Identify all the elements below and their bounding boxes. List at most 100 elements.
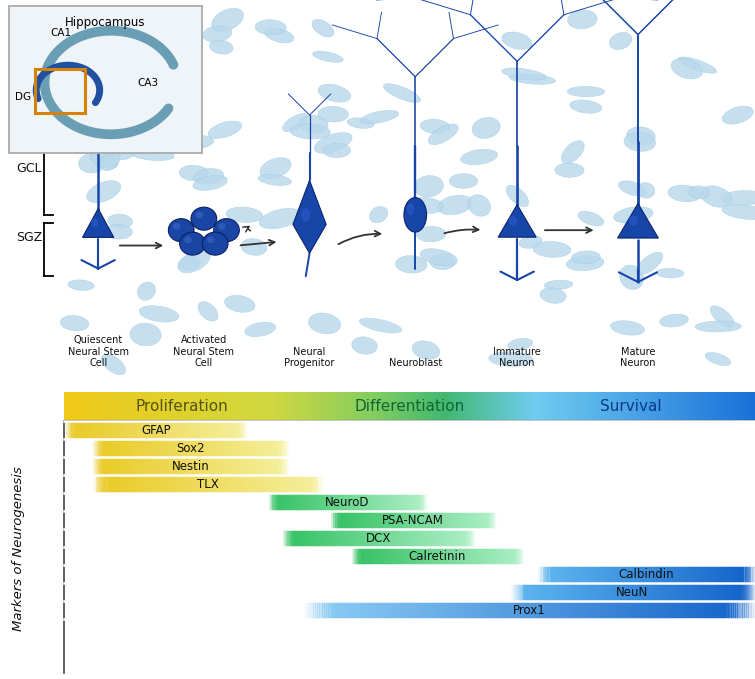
Bar (569, 602, 571, 619)
Bar (667, 392, 670, 420)
Bar (92, 476, 94, 493)
Bar (500, 548, 501, 565)
Bar (207, 440, 208, 456)
Bar (248, 458, 249, 475)
Bar (211, 440, 213, 456)
Bar (109, 392, 112, 420)
Bar (472, 530, 473, 547)
Bar (125, 458, 126, 475)
Bar (358, 494, 359, 511)
Ellipse shape (472, 117, 500, 139)
Bar (129, 458, 131, 475)
Bar (405, 512, 407, 529)
Bar (473, 548, 475, 565)
Bar (262, 440, 263, 456)
Bar (395, 494, 396, 511)
Bar (674, 566, 676, 583)
Bar (397, 530, 399, 547)
Bar (488, 512, 489, 529)
Bar (399, 530, 401, 547)
Bar (112, 476, 114, 493)
Bar (460, 548, 461, 565)
Bar (473, 512, 475, 529)
Bar (388, 494, 390, 511)
Bar (363, 392, 365, 420)
Bar (574, 566, 575, 583)
Bar (409, 512, 411, 529)
Bar (159, 458, 160, 475)
Bar (99, 440, 100, 456)
Bar (654, 566, 655, 583)
Ellipse shape (180, 232, 205, 255)
Bar (245, 458, 247, 475)
Bar (486, 512, 488, 529)
Bar (612, 602, 615, 619)
Bar (149, 440, 151, 456)
Bar (239, 476, 241, 493)
Bar (552, 566, 554, 583)
Bar (100, 422, 101, 439)
Bar (69, 422, 70, 439)
Bar (427, 512, 428, 529)
Bar (556, 566, 558, 583)
Bar (211, 440, 212, 456)
Bar (195, 440, 196, 456)
Bar (458, 512, 459, 529)
Bar (658, 584, 660, 601)
Bar (694, 566, 695, 583)
Bar (111, 422, 112, 439)
Ellipse shape (105, 225, 132, 239)
Bar (456, 548, 458, 565)
Bar (209, 422, 211, 439)
Bar (720, 602, 723, 619)
Bar (350, 602, 352, 619)
Bar (396, 530, 397, 547)
Bar (338, 494, 340, 511)
Bar (513, 548, 515, 565)
Bar (356, 530, 357, 547)
Bar (735, 584, 736, 601)
Bar (416, 548, 418, 565)
Bar (304, 494, 305, 511)
Bar (185, 458, 186, 475)
Bar (192, 422, 193, 439)
Bar (657, 392, 659, 420)
Bar (361, 392, 364, 420)
Bar (381, 530, 382, 547)
Bar (429, 512, 430, 529)
Bar (339, 530, 341, 547)
Bar (263, 440, 264, 456)
Bar (239, 422, 241, 439)
Bar (703, 392, 706, 420)
Bar (275, 440, 276, 456)
Bar (353, 548, 355, 565)
Bar (474, 530, 476, 547)
Bar (380, 530, 381, 547)
Bar (673, 602, 676, 619)
Bar (709, 566, 710, 583)
Bar (107, 458, 109, 475)
Ellipse shape (313, 51, 344, 62)
Ellipse shape (660, 314, 689, 327)
Bar (190, 392, 193, 420)
Ellipse shape (416, 227, 445, 242)
Bar (208, 440, 210, 456)
Bar (617, 566, 618, 583)
Bar (213, 458, 214, 475)
Bar (476, 512, 477, 529)
Bar (324, 602, 327, 619)
Bar (321, 494, 322, 511)
Ellipse shape (245, 323, 276, 337)
Bar (440, 602, 442, 619)
Bar (156, 458, 157, 475)
Bar (406, 392, 408, 420)
Bar (378, 512, 379, 529)
Bar (103, 422, 105, 439)
Ellipse shape (624, 132, 655, 151)
Bar (602, 584, 604, 601)
Bar (667, 584, 668, 601)
Bar (751, 392, 754, 420)
Bar (565, 584, 568, 601)
Bar (383, 548, 384, 565)
Bar (612, 566, 613, 583)
